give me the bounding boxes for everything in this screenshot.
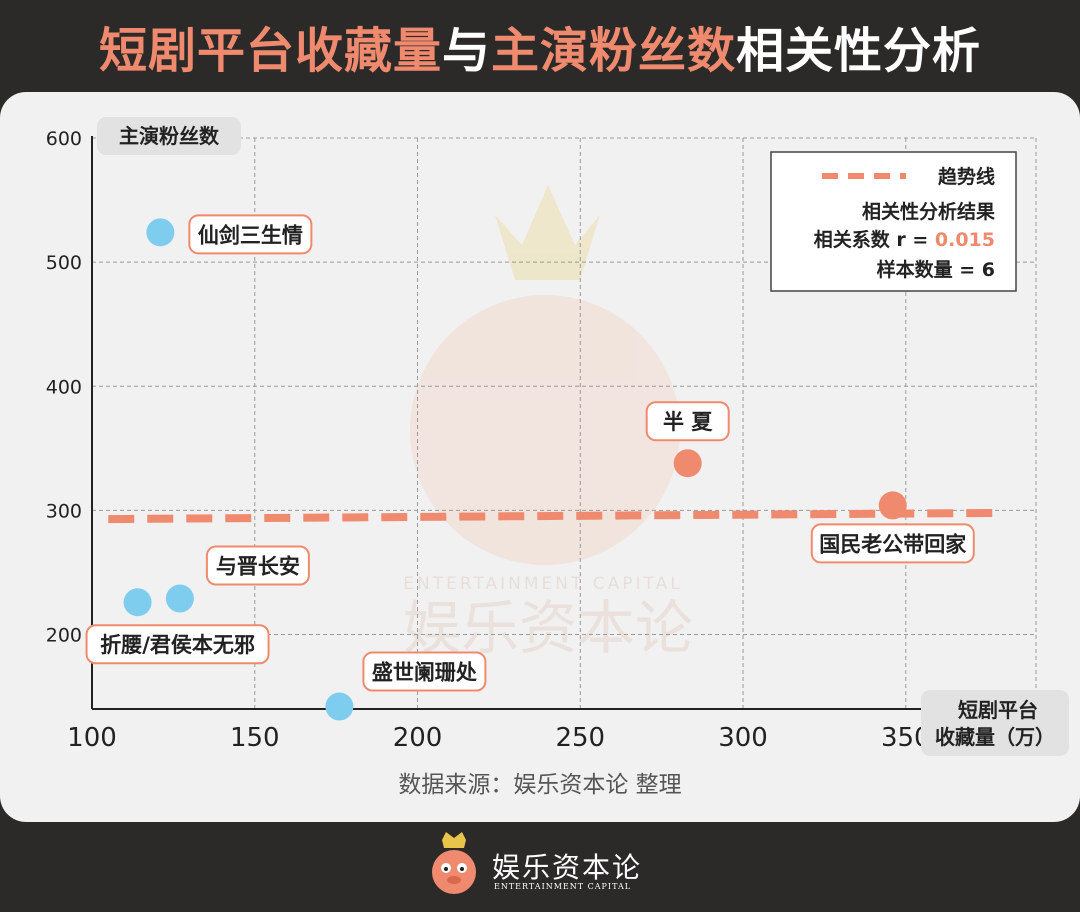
x-axis-title-line2: 收藏量（万） <box>935 725 1055 749</box>
point-label: 仙剑三生情 <box>198 223 303 247</box>
point-label-box <box>205 545 310 586</box>
data-point <box>123 588 152 617</box>
y-tick-label: 400 <box>46 376 82 398</box>
legend-corr-value: 0.015 <box>935 229 995 251</box>
point-label: 国民老公带回家 <box>819 532 967 556</box>
point-label-box <box>810 523 975 564</box>
watermark-cn: 娱乐资本论 <box>403 594 693 662</box>
point-label: 与晋长安 <box>216 555 300 579</box>
legend-trend-label: 趋势线 <box>938 165 995 188</box>
legend: 趋势线 相关性分析结果 相关系数 r = 0.015 样本数量 = 6 <box>770 151 1017 292</box>
point-label: 折腰/君侯本无邪 <box>100 633 255 657</box>
y-axis-title-box <box>97 117 241 155</box>
x-tick-label: 100 <box>67 723 117 753</box>
source-note: 数据来源：娱乐资本论 整理 <box>398 772 681 798</box>
title-part-3: 主演粉丝数 <box>491 23 737 79</box>
y-axis-title: 主演粉丝数 <box>97 117 241 155</box>
title-part-1: 短剧平台收藏量 <box>98 23 442 79</box>
trend-line <box>108 508 1004 524</box>
data-point <box>165 584 194 613</box>
point-label-box <box>188 214 313 255</box>
x-axis-title-line1: 短剧平台 <box>958 698 1038 722</box>
page-title: 短剧平台收藏量 与 主演粉丝数 相关性分析 <box>0 0 1080 92</box>
y-tick-label: 600 <box>46 128 82 150</box>
y-tick-label: 500 <box>46 252 82 274</box>
point-label: 盛世阑珊处 <box>372 661 477 685</box>
footer-brand-cn: 娱乐资本论 <box>492 851 643 884</box>
y-tick-label: 200 <box>46 625 82 647</box>
scatter-chart: ENTERTAINMENT CAPITAL 娱乐资本论 100 150 200 250… <box>46 117 1069 798</box>
x-tick-label: 300 <box>718 723 768 753</box>
watermark-en: ENTERTAINMENT CAPITAL <box>403 574 682 594</box>
x-tick-label: 250 <box>555 723 605 753</box>
trend-line-path <box>108 508 1004 524</box>
point-label-box <box>85 624 270 665</box>
title-part-4: 相关性分析 <box>736 23 982 79</box>
footer-brand-en: ENTERTAINMENT CAPITAL <box>494 882 632 891</box>
watermark: ENTERTAINMENT CAPITAL 娱乐资本论 <box>403 185 693 662</box>
data-point <box>146 218 175 247</box>
point-label-box <box>362 651 487 692</box>
watermark-mascot-body <box>410 295 680 565</box>
y-tick-label: 300 <box>46 500 82 522</box>
footer <box>0 822 1080 912</box>
point-label-box <box>645 401 730 442</box>
x-axis-title-box <box>921 690 1069 756</box>
x-axis-title: 短剧平台 收藏量（万） <box>921 690 1069 756</box>
legend-sample-size: 样本数量 = 6 <box>877 258 995 281</box>
data-point <box>673 449 702 478</box>
data-point <box>878 491 907 520</box>
title-part-2: 与 <box>441 23 491 79</box>
data-point <box>325 692 354 721</box>
y-axis-title-text: 主演粉丝数 <box>119 124 220 148</box>
data-points <box>123 218 907 721</box>
point-label: 半 夏 <box>663 410 713 434</box>
x-tick-label: 150 <box>230 723 280 753</box>
legend-result-title: 相关性分析结果 <box>862 200 995 223</box>
legend-box <box>770 151 1017 292</box>
legend-correlation: 相关系数 r = 0.015 <box>814 228 995 251</box>
legend-corr-prefix: 相关系数 r = <box>814 228 935 251</box>
x-tick-label: 200 <box>393 723 443 753</box>
mascot-logo-icon <box>432 832 476 894</box>
watermark-crown-icon <box>495 185 600 280</box>
grid <box>92 137 1037 709</box>
